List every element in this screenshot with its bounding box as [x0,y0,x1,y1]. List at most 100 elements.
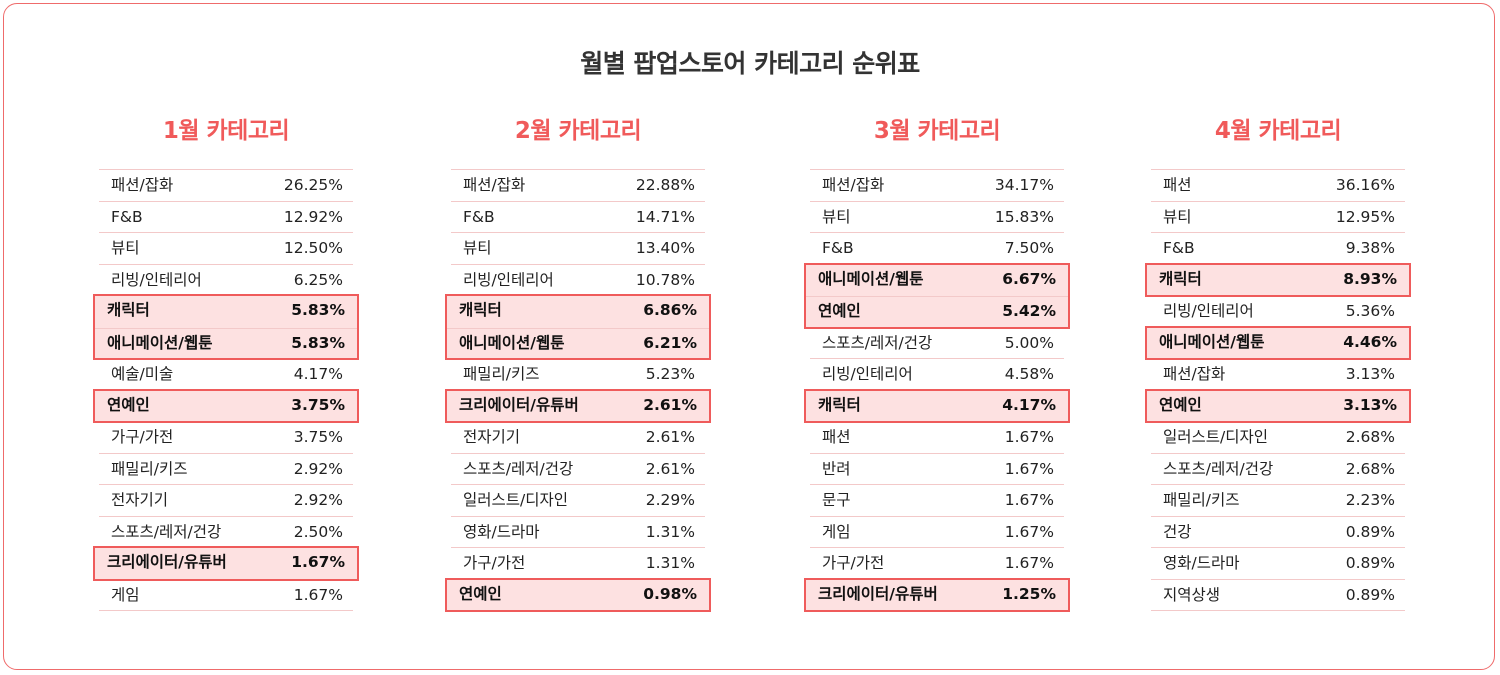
category-name: 연예인 [459,584,502,603]
table-row: 패션/잡화 34.17% [810,170,1064,202]
category-name: 연예인 [107,395,150,414]
table-row: 가구/가전 1.67% [810,548,1064,580]
category-name: 패션/잡화 [1163,365,1226,383]
category-percent: 2.50% [293,522,343,541]
category-name: 뷰티 [463,239,492,257]
category-percent: 5.83% [291,333,345,352]
highlight-box: 크리에이터/유튜버 1.67% [93,546,359,581]
category-percent: 6.67% [1002,269,1056,288]
table-row: 패션/잡화 3.13% [1151,359,1405,391]
table-row: 건강 0.89% [1151,517,1405,548]
category-percent: 6.25% [293,270,343,289]
highlighted-row: 크리에이터/유튜버 1.25% [806,580,1068,612]
category-percent: 6.21% [643,333,697,352]
category-name: 캐릭터 [818,395,861,414]
page-title: 월별 팝업스토어 카테고리 순위표 [580,49,920,78]
highlighted-row: 캐릭터 5.83% [95,296,357,328]
table-row: F&B 12.92% [99,202,353,233]
table-row: F&B 7.50% [810,233,1064,265]
highlight-box: 크리에이터/유튜버 2.61% [445,388,711,423]
category-name: 가구/가전 [463,554,526,572]
table-row: 뷰티 12.95% [1151,202,1405,233]
category-percent: 2.92% [293,491,343,509]
highlight-box: 캐릭터 8.93% [1145,262,1411,297]
category-name: 가구/가전 [822,554,885,572]
category-percent: 1.67% [293,585,343,604]
table-row: 패밀리/키즈 5.23% [451,359,705,391]
table-row: 뷰티 12.50% [99,233,353,265]
category-name: 뷰티 [111,239,140,257]
highlighted-row: 크리에이터/유튜버 2.61% [447,391,709,423]
category-table: 패션/잡화 26.25% F&B 12.92% 뷰티 12.50% 리빙/인테리어 6.25%… [93,169,359,611]
category-percent: 13.40% [635,239,695,257]
category-percent: 34.17% [994,176,1054,194]
table-row: 리빙/인테리어 6.25% [99,265,353,296]
highlight-box: 연예인 3.75% [93,388,359,423]
table-row: 패밀리/키즈 2.23% [1151,485,1405,517]
month-column-3: 3월 카테고리 패션/잡화 34.17% 뷰티 15.83% F&B 7.50% 스포츠/레저… [804,114,1070,612]
category-percent: 5.00% [1004,333,1054,352]
table-row: 스포츠/레저/건강 5.00% [810,328,1064,359]
category-percent: 2.61% [643,395,697,414]
category-name: 영화/드라마 [1163,554,1240,572]
category-table: 패션 36.16% 뷰티 12.95% F&B 9.38% 리빙/인테리어 5.36% 패션/잡… [1145,169,1411,611]
table-row: 리빙/인테리어 5.36% [1151,296,1405,328]
category-name: 크리에이터/유튜버 [459,395,579,414]
category-name: 게임 [822,522,851,541]
table-row: 문구 1.67% [810,485,1064,517]
card-frame [3,3,1495,670]
category-percent: 22.88% [635,176,695,194]
table-row: 패션 1.67% [810,422,1064,454]
category-name: 일러스트/디자인 [463,491,569,509]
category-percent: 1.67% [1004,522,1054,541]
category-percent: 1.25% [1002,584,1056,603]
category-percent: 3.75% [293,428,343,446]
category-name: 반려 [822,459,851,478]
category-percent: 2.61% [645,459,695,478]
table-row: 패밀리/키즈 2.92% [99,454,353,485]
category-name: 크리에이터/유튜버 [818,584,938,603]
highlight-box: 연예인 0.98% [445,577,711,612]
highlighted-row: 캐릭터 4.17% [806,391,1068,423]
category-name: 스포츠/레저/건강 [111,522,222,541]
table-row: 영화/드라마 0.89% [1151,548,1405,580]
table-row: 리빙/인테리어 10.78% [451,265,705,296]
table-row: 반려 1.67% [810,454,1064,485]
category-name: 캐릭터 [1159,269,1202,288]
month-title: 4월 카테고리 [1214,118,1342,144]
table-row: 가구/가전 1.31% [451,548,705,580]
category-name: 패션/잡화 [463,176,526,194]
highlighted-row: 연예인 3.75% [95,391,357,423]
category-name: 리빙/인테리어 [1163,302,1254,320]
category-name: 문구 [822,491,851,509]
highlighted-row: 크리에이터/유튜버 1.67% [95,548,357,580]
category-percent: 1.67% [1004,428,1054,446]
category-table: 패션/잡화 22.88% F&B 14.71% 뷰티 13.40% 리빙/인테리어 10.78… [445,169,711,612]
highlight-box: 애니메이션/웹툰 6.67% 연예인 5.42% [804,262,1070,329]
highlighted-row: 연예인 3.13% [1147,391,1409,423]
category-percent: 5.23% [645,365,695,383]
category-name: 크리에이터/유튜버 [107,553,227,571]
table-row: 리빙/인테리어 4.58% [810,359,1064,391]
category-name: 게임 [111,585,140,604]
highlight-box: 연예인 3.13% [1145,388,1411,423]
highlighted-row: 애니메이션/웹툰 6.21% [447,327,709,361]
category-percent: 1.31% [645,522,695,541]
category-name: 패션/잡화 [822,176,885,194]
category-name: 패밀리/키즈 [1163,491,1240,509]
category-name: 리빙/인테리어 [822,365,913,383]
category-percent: 10.78% [635,270,695,289]
category-name: 스포츠/레저/건강 [463,459,574,478]
table-row: 패션/잡화 22.88% [451,170,705,202]
category-name: 영화/드라마 [463,522,540,541]
category-percent: 4.46% [1343,332,1397,351]
highlighted-row: 연예인 0.98% [447,580,709,612]
category-percent: 1.67% [1004,491,1054,509]
highlighted-row: 애니메이션/웹툰 5.83% [95,327,357,361]
table-row: F&B 14.71% [451,202,705,233]
category-percent: 9.38% [1345,239,1395,257]
category-name: 애니메이션/웹툰 [1159,332,1265,351]
category-percent: 2.92% [293,459,343,478]
category-name: 패밀리/키즈 [111,459,188,478]
category-name: F&B [822,239,854,257]
